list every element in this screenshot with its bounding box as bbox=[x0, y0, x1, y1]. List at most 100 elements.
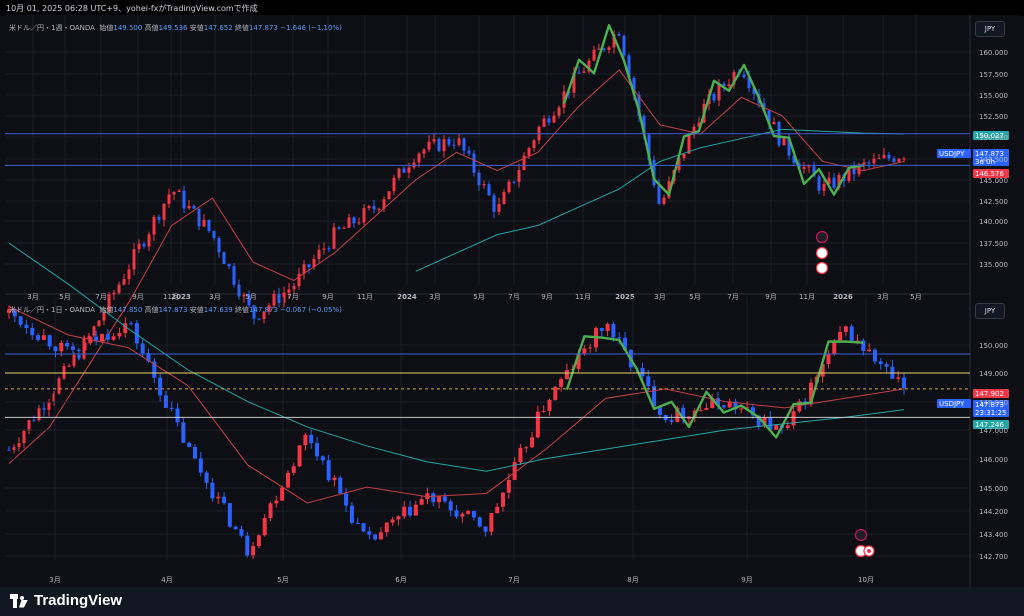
daily-candle-body bbox=[233, 526, 238, 530]
chart-svg[interactable]: 160.000 157.500 155.000 152.500 150.000 147.5… bbox=[5, 15, 1020, 587]
daily-candle-body bbox=[797, 401, 802, 412]
weekly-candle-body bbox=[107, 294, 111, 313]
weekly-price-tag bbox=[937, 149, 971, 158]
top-caption-bar: 10月 01, 2025 06:28 UTC+9、yohei-fxがTradin… bbox=[0, 0, 1024, 16]
weekly-price-tag-label: 147.873 bbox=[975, 150, 1004, 158]
weekly-currency-button[interactable]: JPY bbox=[975, 21, 1005, 37]
weekly-candle-body bbox=[712, 94, 716, 101]
daily-candle-body bbox=[524, 447, 529, 449]
weekly-candle-body bbox=[307, 264, 311, 268]
daily-price-tag bbox=[973, 420, 1009, 429]
daily-time-tick: 5月 bbox=[277, 576, 288, 584]
daily-candle-body bbox=[838, 331, 843, 341]
daily-candle-body bbox=[716, 398, 721, 406]
weekly-candle-body bbox=[202, 219, 206, 227]
daily-candle-body bbox=[129, 323, 134, 325]
daily-candle-body bbox=[535, 411, 540, 438]
weekly-candle-body bbox=[367, 205, 371, 209]
weekly-time-tick: 7月 bbox=[727, 293, 738, 301]
daily-candle-body bbox=[344, 493, 349, 506]
daily-legend: 米ドル／円・1日・OANDA 始値147.850 高値147.873 安値147… bbox=[9, 305, 342, 315]
weekly-candle-body bbox=[767, 110, 771, 125]
daily-candle-body bbox=[158, 377, 163, 396]
weekly-candle-body bbox=[722, 83, 726, 87]
weekly-candle-body bbox=[587, 60, 591, 72]
daily-candle-body bbox=[809, 382, 814, 405]
weekly-time-tick: 11月 bbox=[799, 293, 815, 301]
daily-candle-body bbox=[466, 510, 471, 514]
weekly-high: 149.536 bbox=[158, 24, 188, 32]
weekly-time-tick: 7月 bbox=[95, 293, 106, 301]
weekly-red-flag-icon bbox=[815, 246, 829, 260]
weekly-candle-body bbox=[852, 166, 856, 175]
weekly-candle-body bbox=[552, 115, 556, 123]
daily-candle-body bbox=[739, 408, 744, 410]
weekly-candle-body bbox=[67, 365, 71, 367]
daily-candle-body bbox=[547, 399, 552, 411]
weekly-time-tick: 2025 bbox=[615, 293, 635, 301]
daily-candle-body bbox=[198, 458, 203, 473]
tradingview-logo[interactable]: TradingView bbox=[10, 592, 122, 609]
weekly-candle-body bbox=[407, 167, 411, 173]
weekly-candle-body bbox=[427, 141, 431, 150]
weekly-time-tick: 9月 bbox=[132, 293, 143, 301]
daily-candle-body bbox=[791, 411, 796, 426]
daily-candle-body bbox=[163, 395, 168, 408]
daily-candle-body bbox=[367, 531, 372, 535]
weekly-candle-body bbox=[542, 118, 546, 127]
daily-candle-body bbox=[564, 370, 569, 380]
weekly-time-tick: 2024 bbox=[397, 293, 417, 301]
weekly-price-tick: 135.000 bbox=[979, 261, 1008, 269]
weekly-pane bbox=[5, 15, 1009, 464]
daily-ma-long bbox=[8, 242, 905, 472]
weekly-candle-body bbox=[42, 408, 46, 410]
daily-candle-body bbox=[315, 443, 320, 457]
weekly-candle-body bbox=[222, 252, 226, 265]
daily-time-tick: 9月 bbox=[741, 576, 752, 584]
daily-candle-body bbox=[477, 517, 482, 527]
daily-candle-body bbox=[326, 460, 331, 481]
weekly-price-tag bbox=[973, 149, 1009, 158]
weekly-candle-body bbox=[482, 184, 486, 186]
weekly-candle-body bbox=[422, 149, 426, 154]
weekly-candle-body bbox=[182, 190, 186, 209]
daily-candle-body bbox=[41, 335, 46, 340]
weekly-candle-body bbox=[627, 55, 631, 78]
weekly-candle-body bbox=[197, 208, 201, 227]
weekly-candle-body bbox=[282, 292, 286, 303]
daily-lightning-icon bbox=[854, 528, 868, 542]
daily-candle-body bbox=[111, 336, 116, 340]
daily-candle-body bbox=[756, 415, 761, 427]
weekly-candle-body bbox=[362, 208, 366, 223]
weekly-candle-body bbox=[17, 443, 21, 448]
daily-currency-button[interactable]: JPY bbox=[975, 303, 1005, 319]
daily-candle-body bbox=[332, 477, 337, 481]
weekly-candle-body bbox=[692, 126, 696, 135]
daily-candle-body bbox=[251, 546, 256, 556]
daily-candle-body bbox=[872, 349, 877, 362]
weekly-open-label: 始値 bbox=[99, 24, 114, 32]
weekly-candle-body bbox=[257, 318, 261, 320]
chart-area[interactable]: 160.000 157.500 155.000 152.500 150.000 147.5… bbox=[5, 15, 1020, 587]
weekly-price-tick: 150.000 bbox=[979, 134, 1008, 142]
daily-candle-body bbox=[320, 456, 325, 461]
daily-change: −0.067 (−0.05%) bbox=[280, 306, 342, 314]
weekly-candle-body bbox=[277, 293, 281, 303]
daily-candle-body bbox=[373, 534, 378, 540]
daily-candle-body bbox=[704, 407, 709, 410]
daily-candle-body bbox=[53, 346, 58, 352]
weekly-candle-body bbox=[187, 205, 191, 209]
daily-candle-body bbox=[152, 361, 157, 378]
weekly-time-tick: 5月 bbox=[910, 293, 921, 301]
weekly-candle-body bbox=[372, 205, 376, 210]
daily-candle-body bbox=[878, 361, 883, 365]
weekly-lightning-icon bbox=[815, 230, 829, 244]
weekly-candle-body bbox=[502, 192, 506, 204]
daily-price-tag bbox=[973, 389, 1009, 398]
weekly-candle-body bbox=[387, 191, 391, 200]
weekly-candle-body bbox=[527, 147, 531, 156]
weekly-candle-body bbox=[132, 249, 136, 270]
weekly-time-tick: 3月 bbox=[877, 293, 888, 301]
weekly-candle-body bbox=[262, 311, 266, 320]
daily-candle-body bbox=[861, 340, 866, 352]
